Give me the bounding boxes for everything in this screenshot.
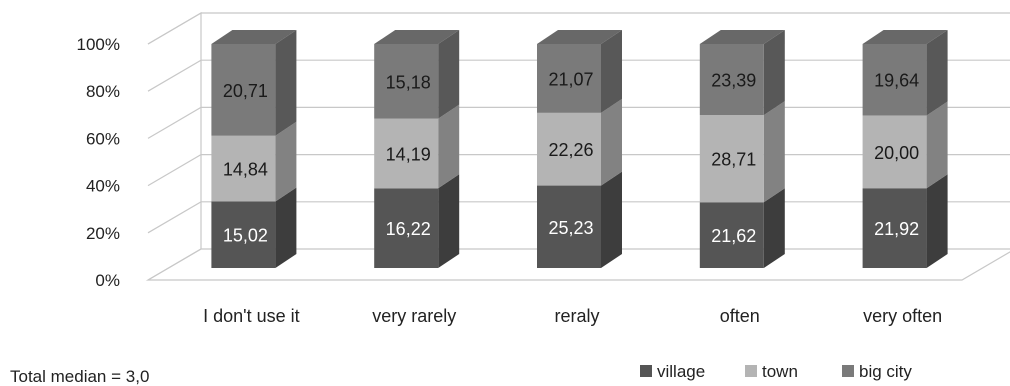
bar-segment: 14,84 [211, 121, 297, 202]
bar-segment: 16,22 [374, 174, 460, 268]
data-label: 15,18 [386, 72, 431, 92]
bar-side [438, 104, 460, 189]
x-axis-labels: I don't use it very rarely reraly often very… [203, 306, 942, 326]
bar-segment: 19,64 [862, 30, 948, 116]
x-tick-label: I don't use it [203, 306, 300, 326]
bars: 15,02 14,84 20,71 16,22 14,19 15,18 25,23 22,26… [211, 30, 948, 268]
bar-front [862, 188, 927, 268]
data-label: 14,84 [223, 160, 268, 180]
bar-front [537, 112, 601, 186]
bar-side [763, 30, 785, 116]
bar-front [211, 135, 276, 202]
bar-front [699, 202, 764, 268]
data-label: 21,07 [548, 69, 593, 89]
bar-side [275, 121, 297, 202]
data-label: 15,02 [223, 226, 268, 246]
bar-segment: 15,02 [211, 187, 297, 268]
legend-item: town [745, 362, 798, 381]
bar-top [374, 30, 460, 44]
data-label: 28,71 [711, 150, 756, 170]
y-tick-label: 40% [86, 177, 120, 196]
bar-segment: 28,71 [699, 101, 785, 203]
median-note: Total median = 3,0 [10, 367, 149, 386]
bar-side [926, 174, 948, 268]
legend-label: town [762, 362, 798, 381]
bar-side [601, 30, 622, 113]
x-tick-label: very rarely [372, 306, 456, 326]
bar-side [601, 98, 622, 186]
floor [145, 248, 1010, 281]
y-tick-label: 0% [95, 271, 120, 290]
data-label: 20,00 [874, 143, 919, 163]
data-label: 20,71 [223, 81, 268, 101]
legend-label: village [657, 362, 705, 381]
bar-front [211, 44, 276, 136]
y-axis-ticks: 0% 20% 40% 60% 80% 100% [77, 35, 120, 290]
bar-side [926, 101, 948, 189]
bar-front [699, 44, 764, 116]
bar-top [211, 30, 297, 44]
bar-segment: 22,26 [537, 98, 622, 186]
bar-segment: 20,00 [862, 101, 948, 189]
legend-swatch [640, 365, 652, 377]
bar-side [438, 30, 460, 119]
bar-segment: 20,71 [211, 30, 297, 136]
legend-swatch [842, 365, 854, 377]
bar-segment: 23,39 [699, 30, 785, 116]
bar-front [374, 44, 439, 119]
bar-front [374, 188, 439, 268]
data-label: 16,22 [386, 219, 431, 239]
bar-top [699, 30, 785, 44]
bar-top [537, 30, 622, 44]
side-wall [147, 11, 202, 281]
y-tick-label: 20% [86, 224, 120, 243]
bar-front [211, 201, 276, 268]
gridline [147, 12, 1010, 45]
data-label: 14,19 [386, 144, 431, 164]
data-label: 19,64 [874, 71, 919, 91]
y-tick-label: 60% [86, 129, 120, 148]
data-label: 25,23 [548, 218, 593, 238]
bar-front [537, 185, 601, 268]
data-label: 23,39 [711, 71, 756, 91]
bar-segment: 25,23 [537, 171, 622, 268]
bar-side [275, 30, 297, 136]
legend-item: village [640, 362, 705, 381]
bar-side [926, 30, 948, 116]
bar-side [763, 188, 785, 268]
bar-front [699, 115, 764, 203]
x-tick-label: reraly [554, 306, 599, 326]
bar-front [374, 118, 439, 189]
bar-front [862, 44, 927, 116]
bar-top [862, 30, 948, 44]
legend-swatch [745, 365, 757, 377]
bar-segment: 14,19 [374, 104, 460, 189]
legend-label: big city [859, 362, 912, 381]
bar-side [275, 187, 297, 268]
legend-item: big city [842, 362, 912, 381]
y-tick-label: 80% [86, 82, 120, 101]
data-label: 21,62 [711, 226, 756, 246]
bar-front [537, 44, 601, 113]
bar-segment: 15,18 [374, 30, 460, 119]
x-tick-label: very often [863, 306, 942, 326]
y-tick-label: 100% [77, 35, 120, 54]
legend: village town big city [640, 362, 912, 381]
bar-side [438, 174, 460, 268]
data-label: 22,26 [548, 140, 593, 160]
x-tick-label: often [720, 306, 760, 326]
bar-segment: 21,07 [537, 30, 622, 113]
bar-segment: 21,92 [862, 174, 948, 268]
bar-segment: 21,62 [699, 188, 785, 268]
bar-front [862, 115, 927, 189]
bar-side [763, 101, 785, 203]
data-label: 21,92 [874, 219, 919, 239]
bar-side [601, 171, 622, 268]
